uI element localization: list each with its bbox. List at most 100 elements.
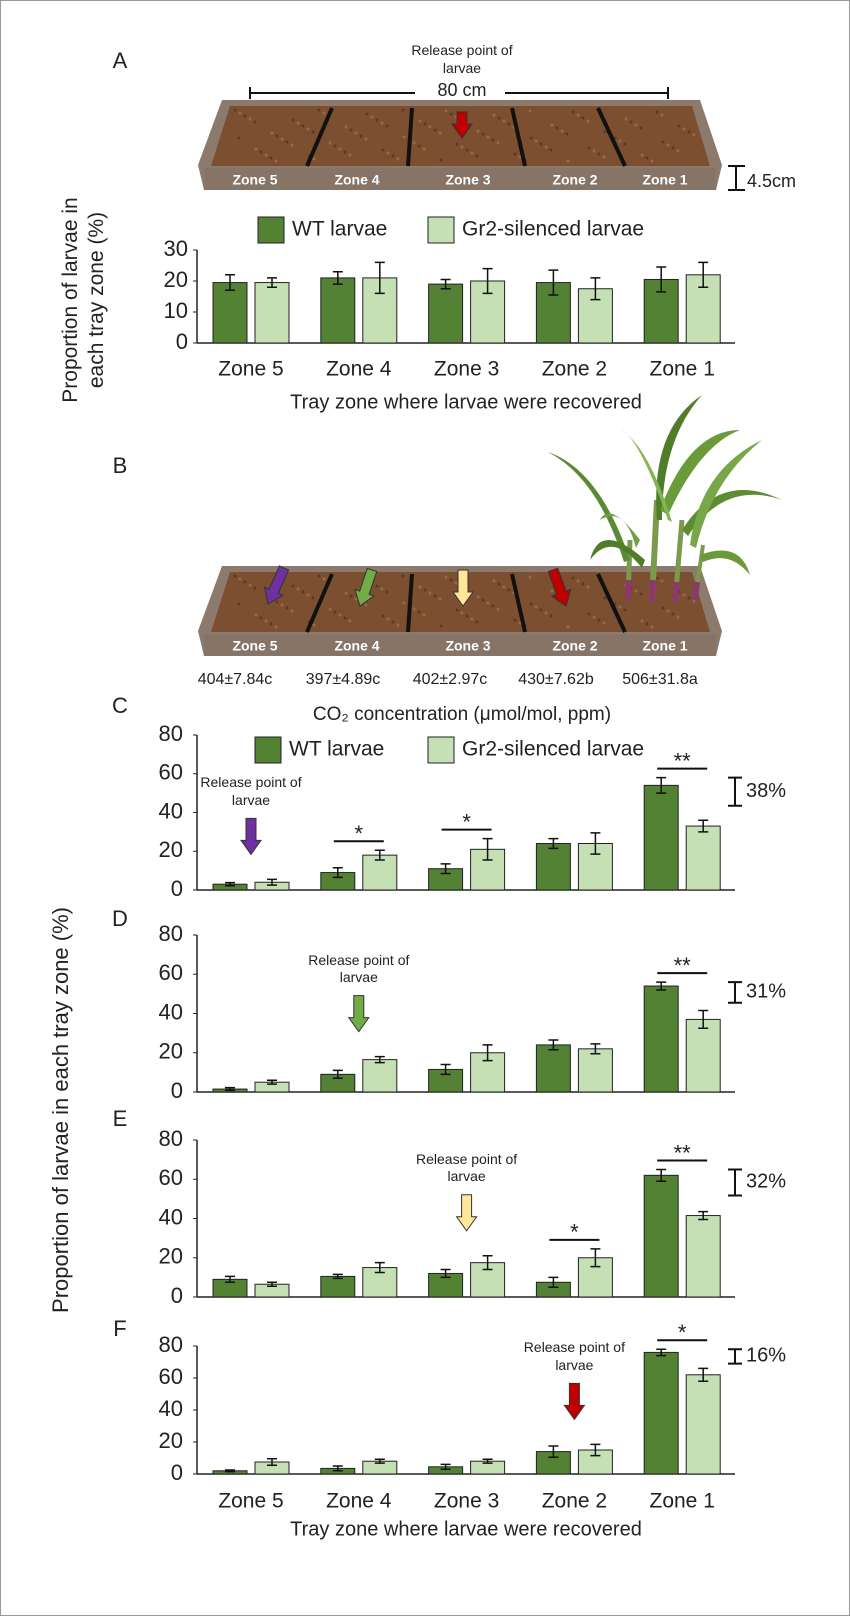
soil-grain [571,110,575,114]
soil-grain [592,149,596,153]
y-tick-label: 80 [159,1332,183,1357]
difference-label: 16% [746,1345,786,1367]
soil-grain [481,598,485,602]
bar [362,1059,398,1093]
bar [685,1215,721,1298]
soil-grain [460,145,464,149]
soil-grain [233,108,237,112]
soil-grain [412,141,416,145]
error-bar [698,1210,709,1221]
legend-label: Gr2-silenced larvae [462,218,644,241]
soil-grain [280,137,284,141]
error-bar [440,1463,451,1470]
error-bar [482,1044,493,1062]
soil-grain [655,576,659,580]
release-label-box: Release point of larvae [200,774,301,808]
x-axis-label: Tray zone where larvae were recovered [290,1518,642,1540]
co2-title: CO₂ concentration (μmol/mol, ppm) [313,704,611,725]
soil-grain [422,147,426,151]
soil-grain [671,146,675,150]
error-bar [698,261,709,288]
soil-grain [602,155,606,159]
soil-grain [365,112,369,116]
co2-label: 397±4.89c [306,671,381,688]
soil-grain [687,130,691,134]
soil-grain [375,584,379,588]
soil-grain [343,150,347,154]
error-bar [698,1367,709,1382]
soil-grain [603,130,607,134]
soil-grain [666,609,670,613]
soil-grain [640,619,644,623]
soil-grain [401,108,405,112]
soil-grain [528,109,532,113]
soil-grain [375,118,379,122]
error-bar [225,1275,235,1284]
soil-grain [544,611,548,615]
soil-grain [274,159,278,163]
error-bar [656,981,667,991]
error-bar [698,819,709,833]
zone-label: Zone 3 [445,638,490,654]
y-tick-label: 0 [176,329,188,354]
error-bar [332,866,343,879]
release-label-box: Release point of larvae [524,1339,625,1373]
bar [254,282,290,344]
error-bar [590,1248,601,1268]
soil-grain [502,585,506,589]
zone-divider [510,573,527,633]
difference-bracket [728,776,742,807]
zone-label: Zone 3 [445,172,490,188]
y-tick-label: 30 [164,236,188,261]
y-tick-label: 80 [159,721,183,746]
release-label-box: Release point of larvae [411,42,513,76]
soil-grain [586,585,590,589]
soil-grain [417,144,421,148]
soil-grain [433,128,437,132]
soil-grain [687,596,691,600]
bar [428,283,464,344]
x-tick-label: Zone 2 [542,358,607,381]
error-bar [482,1255,493,1271]
soil-grain [634,589,638,593]
soil-grain [476,595,480,599]
soil-grain [660,579,664,583]
soil-grain [274,625,278,629]
soil-grain [671,612,675,616]
y-tick-label: 60 [159,1364,183,1389]
soil-grain [550,123,554,127]
soil-grain [496,607,500,611]
significance-label: ** [674,1140,692,1165]
difference-bracket [728,981,742,1004]
error-bar [374,1458,385,1464]
zone-label: Zone 1 [642,638,687,654]
error-bar [332,1465,343,1472]
x-tick-label: Zone 4 [326,1490,392,1513]
length-label: 80 cm [437,80,486,100]
soil-grain [513,618,517,622]
soil-grain [465,148,469,152]
soil-grain [439,624,443,628]
soil-grain [513,152,517,156]
release-label: Release point of larvae [411,42,513,76]
panel-letter: A [113,48,128,73]
error-bar [332,1069,343,1080]
soil-grain [423,122,427,126]
soil-grain [418,119,422,123]
soil-grain [529,136,533,140]
soil-grain [660,113,664,117]
soil-grain [380,121,384,125]
soil-grain [322,577,326,581]
soil-grain [275,600,279,604]
soil-grain [349,594,353,598]
soil-grain [243,580,247,584]
soil-grain [676,615,680,619]
soil-grain [639,592,643,596]
zone-label: Zone 4 [334,172,379,188]
soil-grain [391,154,395,158]
soil-grain [275,134,279,138]
soil-grain [333,610,337,614]
soil-grain [254,613,258,617]
soil-grain [264,619,268,623]
soil-grain [460,611,464,615]
